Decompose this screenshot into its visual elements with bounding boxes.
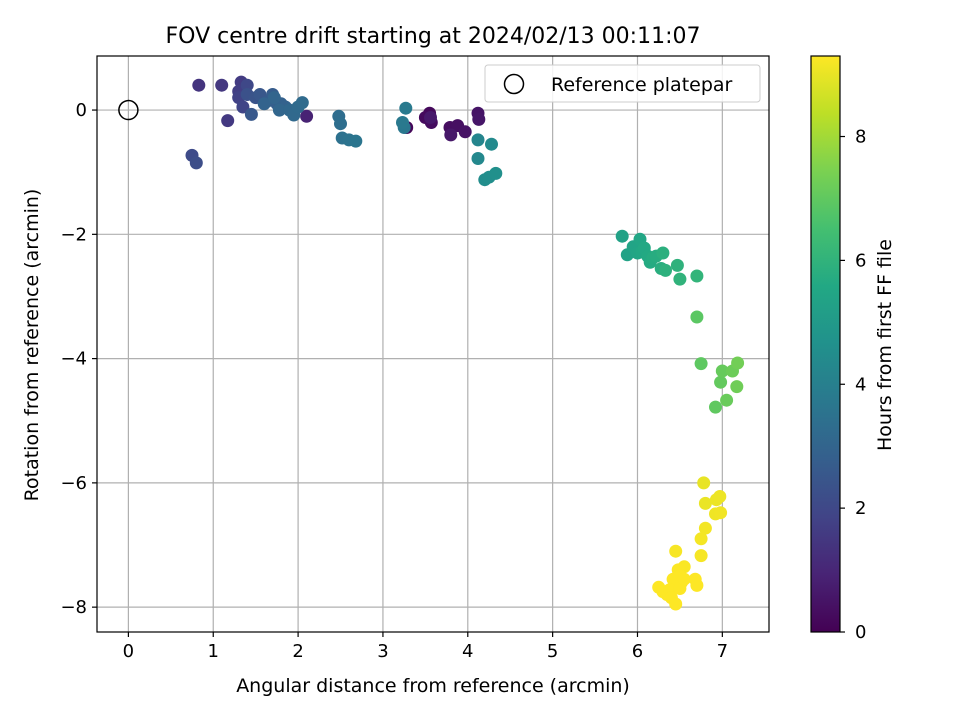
x-tick-label: 0 — [123, 641, 134, 662]
colorbar-tick-label: 2 — [855, 498, 866, 519]
data-point — [295, 96, 309, 110]
data-point — [673, 272, 687, 286]
data-point — [471, 152, 485, 165]
data-point — [485, 137, 498, 151]
data-point — [458, 125, 472, 139]
plot-background — [97, 56, 769, 632]
legend-entry-reference-platepar: Reference platepar — [551, 74, 733, 96]
grid-lines — [97, 56, 769, 632]
data-point — [215, 78, 229, 92]
x-tick-label: 6 — [632, 641, 643, 662]
y-axis-label: Rotation from reference (arcmin) — [21, 189, 43, 502]
data-point — [694, 357, 708, 371]
reference-platepar-marker — [118, 99, 139, 121]
plot-frame — [96, 55, 770, 633]
x-tick-label: 3 — [377, 641, 388, 662]
data-points — [185, 75, 745, 611]
x-tick-label: 4 — [462, 641, 473, 662]
data-point — [720, 393, 734, 407]
x-axis-label: Angular distance from reference (arcmin) — [236, 675, 630, 697]
data-point — [731, 356, 745, 370]
x-tick-label: 5 — [547, 641, 558, 662]
data-point — [192, 78, 206, 92]
data-point — [690, 578, 704, 592]
data-point — [697, 476, 711, 490]
data-point — [709, 400, 722, 414]
legend: Reference platepar — [484, 64, 761, 103]
colorbar: 0 2 4 6 8 Hours from first FF file — [810, 55, 896, 643]
y-axis-ticks: 0 −2 −4 −6 −8 — [60, 100, 97, 618]
data-point — [730, 380, 744, 394]
y-tick-label: −8 — [60, 597, 87, 618]
data-point — [300, 109, 314, 123]
data-point — [694, 549, 708, 563]
colorbar-tick-label: 0 — [855, 622, 866, 643]
data-point — [715, 364, 729, 378]
y-tick-label: −6 — [60, 473, 87, 494]
data-point — [471, 133, 485, 147]
data-point — [334, 117, 347, 131]
data-point — [189, 156, 203, 170]
data-point — [444, 128, 458, 142]
data-point — [244, 107, 258, 121]
data-point — [472, 112, 486, 126]
data-point — [669, 597, 683, 611]
data-point — [713, 490, 727, 503]
plot-area: 0 1 2 3 4 5 6 7 0 −2 −4 −6 −8 — [60, 55, 770, 662]
data-point — [257, 97, 271, 111]
data-point — [221, 114, 235, 128]
data-point — [349, 134, 363, 148]
data-point — [690, 269, 704, 283]
data-point — [714, 506, 728, 520]
data-point — [489, 166, 503, 180]
y-tick-label: −4 — [60, 349, 87, 370]
data-point — [659, 263, 672, 277]
data-point — [236, 100, 250, 114]
legend-box — [484, 64, 761, 103]
data-point — [615, 229, 629, 243]
colorbar-tick-label: 4 — [855, 374, 866, 395]
data-point — [698, 496, 712, 510]
x-tick-label: 7 — [717, 641, 728, 662]
data-point — [424, 111, 437, 124]
x-axis-ticks: 0 1 2 3 4 5 6 7 — [123, 632, 728, 662]
x-tick-label: 2 — [292, 641, 303, 662]
data-point — [396, 116, 409, 129]
data-point — [698, 521, 712, 535]
data-point — [669, 544, 683, 558]
colorbar-ticks: 0 2 4 6 8 — [840, 127, 866, 643]
y-tick-label: 0 — [76, 100, 87, 121]
colorbar-label: Hours from first FF file — [874, 239, 896, 451]
data-point — [272, 103, 286, 117]
chart-title: FOV centre drift starting at 2024/02/13 … — [166, 24, 701, 49]
data-point — [714, 375, 728, 389]
data-point — [267, 91, 281, 105]
y-tick-label: −2 — [60, 224, 87, 245]
data-point — [240, 78, 254, 92]
colorbar-tick-label: 6 — [855, 250, 866, 271]
data-point — [399, 101, 413, 115]
data-point — [670, 258, 684, 272]
legend-reference-marker — [503, 73, 525, 95]
data-point — [694, 532, 708, 546]
data-point — [690, 310, 704, 324]
colorbar-gradient — [810, 55, 841, 633]
data-point — [656, 246, 670, 260]
x-tick-label: 1 — [208, 641, 219, 662]
colorbar-tick-label: 8 — [855, 127, 866, 148]
data-point — [677, 572, 691, 586]
